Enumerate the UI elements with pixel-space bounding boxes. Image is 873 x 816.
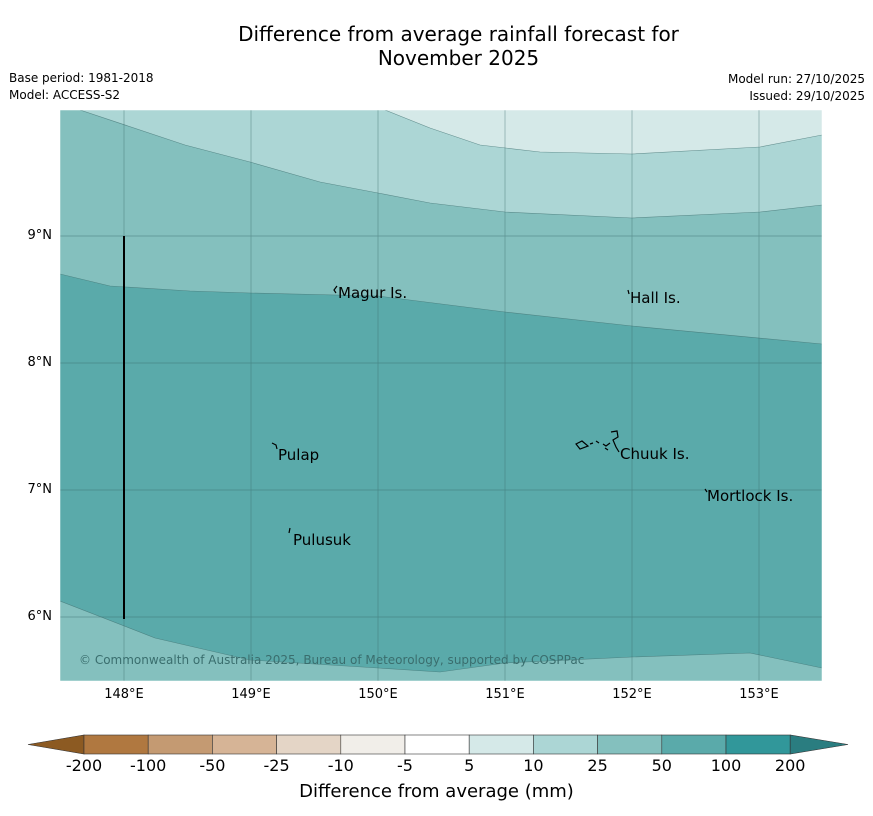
colorbar-tick-label: 25: [587, 756, 608, 775]
base-period-text: Base period: 1981-2018: [9, 71, 154, 85]
lon-tick-150e: 150°E: [358, 687, 398, 702]
contour-lines: [60, 110, 822, 673]
colorbar-tick-label: 10: [523, 756, 544, 775]
contour-5-10: [385, 110, 822, 154]
colorbar-segment: [725, 734, 791, 755]
lat-tick-9n: 9°N: [27, 228, 53, 243]
meta-right: Model run: 27/10/2025 Issued: 29/10/2025: [728, 71, 865, 105]
lat-tick-8n: 8°N: [27, 355, 53, 370]
colorbar-segment: [276, 734, 342, 755]
rainfall-contours: [60, 110, 822, 681]
map-frame: [59, 109, 823, 682]
colorbar-segment: [340, 734, 406, 755]
colorbar-tick-label: -100: [130, 756, 167, 775]
colorbar-segment: [597, 734, 663, 755]
colorbar-tick-label: 100: [710, 756, 742, 775]
mortlock-island-shape: [704, 488, 708, 493]
lon-tick-148e: 148°E: [104, 687, 144, 702]
colorbar-tick-label: -5: [397, 756, 413, 775]
colorbar-tick-label: -200: [65, 756, 103, 775]
place-label-pulap: Pulap: [278, 446, 320, 464]
colorbar-tick-label: -50: [199, 756, 226, 775]
pulap-island-shape: [271, 442, 278, 450]
title-line-2: November 2025: [377, 46, 540, 70]
colorbar-tick-label: -10: [327, 756, 354, 775]
chart-title: Difference from average rainfall forecas…: [0, 22, 873, 70]
chuuk-lagoon-shape: [575, 430, 620, 453]
lon-tick-151e: 151°E: [485, 687, 525, 702]
lon-tick-152e: 152°E: [612, 687, 652, 702]
colorbar-segment: [533, 734, 598, 755]
model-run-text: Model run: 27/10/2025: [727, 72, 865, 86]
colorbar-tick-label: 200: [774, 756, 806, 775]
colorbar-segment: [468, 734, 534, 755]
colorbar-extend-low: [27, 734, 85, 755]
lon-tick-153e: 153°E: [739, 687, 779, 702]
title-line-1: Difference from average rainfall forecas…: [238, 22, 679, 46]
pulusuk-island-shape: [288, 527, 291, 534]
colorbar-segment: [404, 734, 470, 755]
lon-tick-149e: 149°E: [231, 687, 271, 702]
colorbar-title: Difference from average (mm): [299, 781, 574, 802]
graticule: [60, 110, 822, 681]
copyright-credit: © Commonwealth of Australia 2025, Bureau…: [79, 653, 585, 667]
lat-tick-7n: 7°N: [27, 482, 53, 497]
place-label-chuuk: Chuuk Is.: [620, 445, 690, 463]
colorbar-tick-label: 50: [651, 756, 672, 775]
place-label-magur: Magur Is.: [338, 284, 408, 302]
model-text: Model: ACCESS-S2: [9, 88, 121, 102]
colorbar: [27, 734, 849, 755]
colorbar-segment: [661, 734, 727, 755]
magur-island-shape: [333, 285, 338, 294]
issued-text: Issued: 29/10/2025: [749, 89, 865, 103]
place-label-mortlock: Mortlock Is.: [707, 487, 794, 505]
colorbar-segment: [147, 734, 213, 755]
colorbar-extend-high: [789, 734, 849, 755]
colorbar-tick-label: -25: [263, 756, 290, 775]
place-label-hall: Hall Is.: [630, 289, 681, 307]
colorbar-segment: [212, 734, 277, 755]
meta-left: Base period: 1981-2018 Model: ACCESS-S2: [9, 70, 154, 104]
contour-25-50-south: [60, 601, 822, 681]
colorbar-segment: [83, 734, 149, 755]
lat-tick-6n: 6°N: [27, 609, 53, 624]
hall-island-shape: [627, 289, 630, 295]
colorbar-tick-label: 5: [464, 756, 475, 775]
island-outlines: [271, 285, 708, 534]
place-label-pulusuk: Pulusuk: [293, 531, 351, 549]
